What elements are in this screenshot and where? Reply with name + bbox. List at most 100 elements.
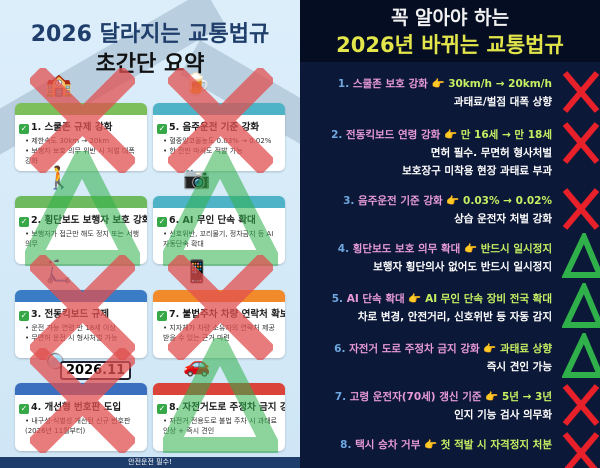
item-change: 과태료 상향 <box>500 343 552 355</box>
rule-card: ✓ 3. 전동킥보드 규제 • 운전 가능 연령 만 18세 이상 • 무면허 운전… <box>15 290 147 358</box>
card-bullet: • 내구성·식별성 개선된 신규 번호판(2026년 11월부터) <box>25 417 131 435</box>
item-topic: 자전거 도로 주정차 금지 강화 <box>349 343 480 355</box>
item-number: 4. <box>337 243 350 255</box>
rule-item: 8. 택시 승차 거부 👉 첫 적발 시 자격정지 처분 <box>340 437 552 452</box>
card-bullet: • 운전 가능 연령 만 18세 이상 <box>25 324 116 332</box>
item-detail: 과태료/벌점 대폭 상향 <box>453 96 552 108</box>
checkmark-icon: ✓ <box>19 404 29 414</box>
item-number: 5. <box>331 293 344 305</box>
card-title: 3. 전동킥보드 규제 <box>31 309 110 320</box>
card-bullet: • 보행자 보호 의무 위반 시 처벌 대폭 강화 <box>25 147 135 165</box>
item-topic: 고령 운전자(70세) 갱신 기준 <box>349 391 482 403</box>
item-detail: 인지 기능 검사 의무화 <box>454 409 552 421</box>
phone-icon: 📱 <box>183 260 211 285</box>
checkmark-icon: ✓ <box>19 311 29 321</box>
card-bullet: • 지자체가 차량 소유자의 연락처 제공받을 수 있는 근거 마련 <box>163 324 275 342</box>
rule-item: 2. 전동킥보드 연령 강화 👉 만 16세 → 만 18세 면허 필수. 무면… <box>331 127 552 178</box>
camera-icon: 📷 <box>183 166 211 191</box>
card-title: 4. 개선형 번호판 도입 <box>31 402 122 413</box>
checkmark-icon: ✓ <box>157 404 167 414</box>
pointing-hand-icon: 👉 <box>485 391 499 403</box>
card-bullet: • 무면허 운전 시 형사처벌 가능 <box>25 334 118 342</box>
triangle-mark-icon <box>562 283 600 328</box>
x-mark-icon <box>562 432 600 468</box>
card-bullet: • 신호위반, 꼬리물기, 정차금지 등 AI 자동단속 확대 <box>163 230 274 248</box>
item-detail: 보행자 횡단의사 없어도 반드시 일시정지 <box>373 261 552 273</box>
pointing-hand-icon: 👉 <box>483 343 497 355</box>
item-topic: 전동킥보드 연령 강화 <box>346 129 441 141</box>
card-title: 5. 음주운전 기준 강화 <box>169 122 260 133</box>
card-header-strip <box>15 383 147 395</box>
triangle-mark-icon <box>562 233 600 278</box>
checkmark-icon: ✓ <box>157 124 167 134</box>
pointing-hand-icon: 👉 <box>443 129 458 141</box>
card-bullet: • 한 잔만 마셔도 적발 가능 <box>163 147 243 155</box>
pointing-hand-icon: 👉 <box>463 243 478 255</box>
item-number: 2. <box>331 129 343 141</box>
card-header-strip <box>15 290 147 302</box>
item-detail: 차로 변경, 안전거리, 신호위반 등 자동 감지 <box>357 311 552 323</box>
x-mark-icon <box>562 188 600 230</box>
pointing-hand-icon: 👉 <box>424 439 438 451</box>
pointing-hand-icon: 👉 <box>431 78 445 90</box>
item-topic: 횡단보도 보호 의무 확대 <box>352 243 461 255</box>
item-detail: 상습 운전자 처벌 강화 <box>454 213 552 225</box>
item-detail: 즉시 견인 가능 <box>486 361 552 373</box>
rule-item: 7. 고령 운전자(70세) 갱신 기준 👉 5년 → 3년 인지 기능 검사 … <box>335 389 552 422</box>
item-number: 8. <box>340 439 352 451</box>
rule-item: 6. 자전거 도로 주정차 금지 강화 👉 과태료 상향 즉시 견인 가능 <box>334 341 552 374</box>
item-change: 반드시 일시정지 <box>480 243 552 255</box>
rule-item: 5. AI 단속 확대 👉 AI 무인 단속 장비 전국 확대 차로 변경, 안… <box>332 291 552 324</box>
card-title: 6. AI 무인 단속 확대 <box>169 215 256 226</box>
checkmark-icon: ✓ <box>157 311 167 321</box>
item-topic: 음주운전 기준 강화 <box>358 195 443 207</box>
right-title: 꼭 알아야 하는 <box>390 7 510 29</box>
item-change: 첫 적발 시 자격정지 처분 <box>440 439 552 451</box>
card-bullet: • 자전거 전용도로 불법 주차 시 과태료 인상 + 즉시 견인 <box>163 417 278 435</box>
right-subtitle: 2026년 바뀌는 교통법규 <box>336 33 564 57</box>
license-plate: 2026.11 <box>60 361 132 380</box>
item-change: 30km/h → 20km/h <box>448 78 552 90</box>
item-change: AI 무인 단속 장비 전국 확대 <box>425 293 552 305</box>
right-infographic: 꼭 알아야 하는 2026년 바뀌는 교통법규 1. 스쿨존 보호 강화 👉 3… <box>300 0 600 468</box>
rule-item: 4. 횡단보도 보호 의무 확대 👉 반드시 일시정지 보행자 횡단의사 없어도… <box>338 241 552 274</box>
item-number: 6. <box>334 343 346 355</box>
rule-card: ✓ 6. AI 무인 단속 확대 • 신호위반, 꼬리물기, 정차금지 등 AI … <box>153 196 285 264</box>
rule-card: ✓ 4. 개선형 번호판 도입 • 내구성·식별성 개선된 신규 번호판(2026… <box>15 383 147 451</box>
card-title: 8. 자전거도로 주정차 금지 강화 <box>169 402 285 413</box>
item-topic: 택시 승차 거부 <box>355 439 421 451</box>
crosswalk-icon: 🚶 <box>45 166 73 191</box>
card-bullet: • 보행자가 접근만 해도 정지 또는 서행 의무 <box>25 230 140 248</box>
item-detail: 보호장구 미착용 현장 과태료 부과 <box>402 165 552 177</box>
rule-card: ✓ 7. 불법주차 차량 연락처 확보 • 지자체가 차량 소유자의 연락처 제공… <box>153 290 285 358</box>
rule-card: ✓ 8. 자전거도로 주정차 금지 강화 • 자전거 전용도로 불법 주차 시 과… <box>153 383 285 451</box>
item-detail: 면허 필수. 무면허 형사처벌 <box>430 147 552 159</box>
checkmark-icon: ✓ <box>157 217 167 227</box>
pointing-hand-icon: 👉 <box>408 293 422 305</box>
pointing-hand-icon: 👉 <box>446 195 460 207</box>
x-mark-icon <box>562 384 600 426</box>
rule-card: ✓ 1. 스쿨존 규제 강화 • 제한속도 30km → 20km • 보행자 보호… <box>15 103 147 171</box>
scooter-icon: 🛴 <box>45 260 73 285</box>
card-title: 2. 횡단보도 보행자 보호 강화 <box>31 215 147 226</box>
card-bullet: • 혈중알코올농도 0.03% → 0.02% <box>163 137 272 145</box>
card-header-strip <box>15 196 147 208</box>
checkmark-icon: ✓ <box>19 217 29 227</box>
x-mark-icon <box>562 71 600 113</box>
rule-card: ✓ 5. 음주운전 기준 강화 • 혈중알코올농도 0.03% → 0.02% • … <box>153 103 285 171</box>
item-number: 3. <box>343 195 355 207</box>
item-topic: AI 단속 확대 <box>346 293 405 305</box>
card-title: 7. 불법주차 차량 연락처 확보 <box>169 309 285 320</box>
card-bullet: • 제한속도 30km → 20km <box>25 137 110 145</box>
left-infographic: 2026 달라지는 교통법규 초간단 요약 🏫 ✓ 1. 스쿨존 규제 강화 • … <box>0 0 300 468</box>
footer-banner: 안전운전 필수! <box>0 457 300 468</box>
rule-item: 1. 스쿨존 보호 강화 👉 30km/h → 20km/h 과태료/벌점 대폭… <box>338 76 552 109</box>
school-icon: 🏫 <box>45 73 73 98</box>
rule-card: ✓ 2. 횡단보도 보행자 보호 강화 • 보행자가 접근만 해도 정지 또는 서… <box>15 196 147 264</box>
item-change: 5년 → 3년 <box>501 391 552 403</box>
item-number: 7. <box>334 391 347 403</box>
card-header-strip <box>153 103 285 115</box>
beer-icon: 🍺 <box>183 73 211 98</box>
x-mark-icon <box>562 122 600 164</box>
checkmark-icon: ✓ <box>19 124 29 134</box>
